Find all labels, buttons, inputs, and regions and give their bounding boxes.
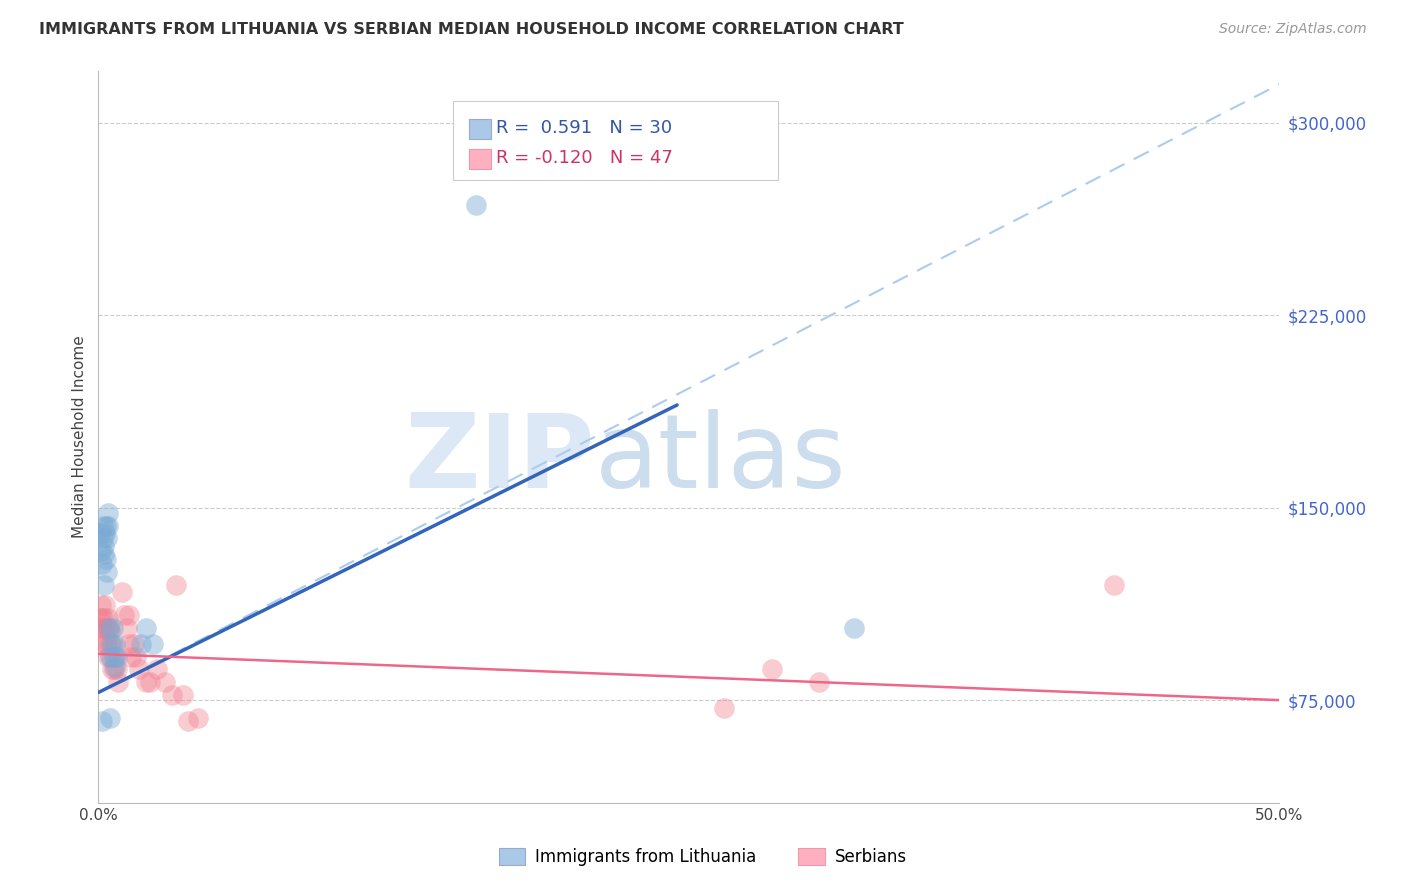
Point (98, 649, 121, 664)
Point (713, 701, 735, 715)
Point (94, 598, 117, 612)
Point (97, 649, 120, 664)
Point (91, 611, 114, 625)
Point (172, 688, 194, 702)
Point (139, 675, 162, 690)
Text: R =  0.591   N = 30: R = 0.591 N = 30 (496, 120, 672, 137)
Point (118, 637, 141, 651)
Point (93, 539, 115, 553)
Point (103, 662, 125, 676)
Point (844, 621, 866, 635)
Point (91, 714, 114, 728)
Point (165, 577, 187, 591)
Point (807, 675, 830, 690)
Point (98, 637, 121, 651)
Point (101, 621, 124, 635)
Point (177, 714, 200, 728)
Point (96, 565, 118, 579)
Point (94, 637, 117, 651)
Text: R = -0.120   N = 47: R = -0.120 N = 47 (496, 149, 673, 168)
Legend: Immigrants from Lithuania, Serbians: Immigrants from Lithuania, Serbians (492, 841, 914, 873)
Point (104, 637, 127, 651)
Point (94, 526, 117, 541)
Point (100, 637, 122, 651)
Point (121, 649, 143, 664)
Point (761, 662, 783, 676)
Point (115, 621, 138, 635)
Point (465, 198, 488, 212)
Point (101, 662, 124, 676)
Text: atlas: atlas (595, 409, 846, 509)
Point (1102, 577, 1125, 591)
Y-axis label: Median Household Income: Median Household Income (72, 335, 87, 539)
Point (93, 611, 115, 625)
Point (93, 621, 115, 635)
Point (142, 637, 165, 651)
Point (90, 621, 112, 635)
Point (100, 649, 122, 664)
Point (135, 675, 157, 690)
Point (101, 637, 124, 651)
Point (125, 649, 148, 664)
Point (146, 662, 169, 676)
Point (187, 711, 209, 725)
Text: Source: ZipAtlas.com: Source: ZipAtlas.com (1219, 22, 1367, 37)
Point (112, 608, 135, 623)
Point (91, 518, 114, 533)
Point (91, 621, 114, 635)
Point (122, 637, 145, 651)
Point (90, 598, 112, 612)
Point (94, 518, 117, 533)
Point (160, 688, 183, 702)
Point (91, 637, 114, 651)
Point (94, 621, 117, 635)
Point (104, 649, 127, 664)
Point (96, 621, 118, 635)
Point (93, 577, 115, 591)
Point (91, 557, 114, 571)
Point (103, 649, 125, 664)
FancyBboxPatch shape (453, 102, 778, 180)
Point (111, 585, 134, 599)
Point (89, 526, 111, 541)
Point (98, 624, 121, 638)
Point (98, 711, 121, 725)
Point (105, 662, 128, 676)
Point (93, 547, 115, 561)
Point (97, 506, 120, 520)
Point (107, 675, 129, 690)
Point (96, 532, 118, 546)
Point (98, 621, 121, 635)
Point (97, 611, 120, 625)
FancyBboxPatch shape (470, 119, 491, 139)
Point (105, 649, 128, 664)
Point (135, 621, 157, 635)
Point (128, 662, 150, 676)
Point (94, 552, 117, 566)
FancyBboxPatch shape (470, 149, 491, 169)
Text: ZIP: ZIP (404, 409, 595, 509)
Point (129, 637, 152, 651)
Point (96, 637, 118, 651)
Point (118, 608, 141, 623)
Text: IMMIGRANTS FROM LITHUANIA VS SERBIAN MEDIAN HOUSEHOLD INCOME CORRELATION CHART: IMMIGRANTS FROM LITHUANIA VS SERBIAN MED… (39, 22, 904, 37)
Point (90, 544, 112, 558)
Point (89, 611, 111, 625)
Point (98, 621, 121, 635)
Point (104, 660, 127, 674)
Point (91, 532, 114, 546)
Point (153, 675, 176, 690)
Point (97, 518, 120, 533)
